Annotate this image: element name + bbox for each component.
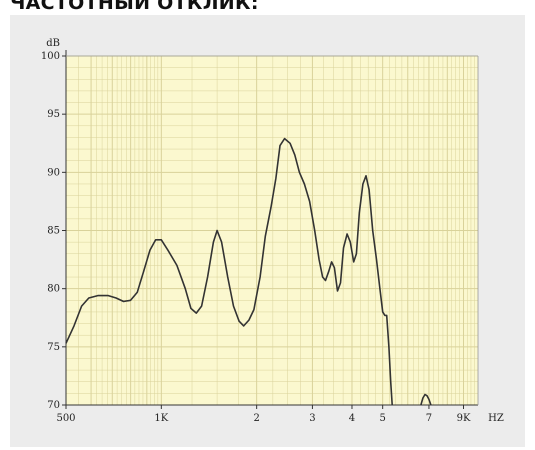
chart-title: ЧАСТОТНЫЙ ОТКЛИК: bbox=[10, 0, 259, 14]
y-unit-label: dB bbox=[46, 38, 60, 49]
response-curve-1 bbox=[65, 137, 393, 406]
tick-labels: 100 95 90 85 80 75 70 dB 500 1K 2 3 4 5 7 9K HZ bbox=[41, 38, 504, 424]
y-tick-label: 75 bbox=[47, 342, 60, 353]
x-tick-label: 2 bbox=[253, 413, 259, 424]
grid-lines bbox=[66, 55, 478, 406]
x-tick-label: 7 bbox=[426, 413, 432, 424]
x-tick-label: 1K bbox=[154, 413, 168, 424]
y-tick-label: 80 bbox=[47, 284, 60, 295]
y-tick-label: 70 bbox=[47, 400, 60, 411]
x-unit-label: HZ bbox=[488, 413, 504, 424]
x-tick-label: 5 bbox=[379, 413, 385, 424]
x-tick-label: 9K bbox=[457, 413, 471, 424]
x-tick-label: 4 bbox=[349, 413, 355, 424]
y-tick-label: 100 bbox=[41, 51, 60, 62]
x-tick-label: 3 bbox=[309, 413, 315, 424]
y-tick-label: 85 bbox=[47, 226, 60, 237]
response-curves bbox=[65, 137, 432, 406]
y-tick-label: 95 bbox=[47, 109, 60, 120]
response-curve-2 bbox=[420, 393, 432, 406]
x-tick-label: 500 bbox=[56, 413, 75, 424]
axes bbox=[62, 50, 479, 409]
y-tick-label: 90 bbox=[47, 167, 60, 178]
